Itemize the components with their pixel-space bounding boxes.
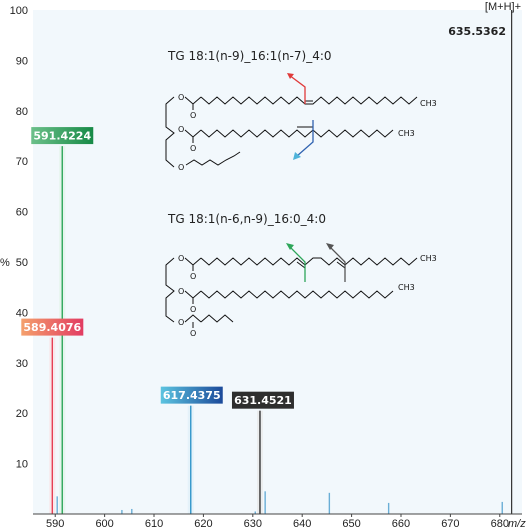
y-tick-label: 100 — [10, 5, 28, 17]
structure-2-ester3 — [184, 314, 202, 323]
structure-2-o3b: O — [190, 329, 196, 338]
structure-2-o2b: O — [190, 305, 196, 314]
structure-1-o3: O — [178, 163, 184, 172]
structure-1-terminal1: CH3 — [420, 99, 437, 108]
structure-2-o1: O — [178, 254, 184, 263]
peak-label-box — [160, 386, 223, 404]
precursor-mz-label: 635.5362 — [448, 25, 506, 38]
structure-2-arrowhead-gray — [326, 243, 334, 250]
y-tick-label: 60 — [16, 207, 28, 219]
peak-label-box — [231, 391, 294, 409]
x-tick-label: 590 — [46, 518, 64, 529]
structure-2-chain2 — [200, 290, 394, 299]
y-tick-label: 20 — [16, 408, 28, 420]
x-axis-label: m/z — [508, 518, 526, 529]
y-tick-label: 40 — [16, 307, 28, 319]
y-tick-label: 90 — [16, 55, 28, 67]
structure-2-o3: O — [178, 318, 184, 327]
structure-2-chain1 — [200, 257, 418, 266]
structure-2-backbone — [165, 257, 175, 323]
peak-label-box — [31, 127, 94, 145]
x-tick-label: 670 — [441, 518, 459, 529]
x-tick-label: 630 — [244, 518, 262, 529]
peak-label: 591.4224 — [33, 130, 91, 143]
structure-1-arrow-blue — [296, 120, 314, 157]
structure-2-terminal2: CH3 — [398, 283, 415, 292]
structure-1-chain2 — [200, 129, 394, 138]
structure-1-o2b: O — [190, 144, 196, 153]
structure-1-title: TG 18:1(n-9)_16:1(n-7)_4:0 — [167, 49, 332, 63]
x-tick-label: 620 — [194, 518, 212, 529]
structure-2-arrow-gray — [328, 245, 346, 282]
x-tick-label: 660 — [392, 518, 410, 529]
structure-1-o1: O — [178, 93, 184, 102]
structure-1-chain3 — [185, 151, 241, 166]
structure-1-terminal2: CH3 — [398, 129, 415, 138]
structure-2-chain3 — [200, 314, 234, 323]
structure-2-double-bond2 — [336, 261, 346, 269]
structure-1-chain1 — [200, 96, 418, 105]
plot-background — [33, 10, 522, 514]
y-tick-label: 70 — [16, 156, 28, 168]
structure-2-double-bond1 — [296, 261, 306, 269]
x-tick-label: 610 — [145, 518, 163, 529]
structure-2-arrowhead-green — [286, 243, 294, 250]
structure-2-terminal1: CH3 — [420, 254, 437, 263]
structure-1-o2: O — [178, 125, 184, 134]
x-tick-label: 650 — [342, 518, 360, 529]
x-tick-label: 600 — [95, 518, 113, 529]
structure-2: TG 18:1(n-6,n-9)_16:0_4:0 O O CH3 O O CH… — [165, 212, 437, 338]
y-tick-label: 10 — [16, 459, 28, 471]
structure-2-o1b: O — [190, 272, 196, 281]
structure-1-o1b: O — [190, 111, 196, 120]
labels-layer: 589.4076 591.4224 617.4375 631.4521 [M+H]+ 63… — [21, 1, 521, 409]
x-tick-label: 640 — [293, 518, 311, 529]
peak-label: 631.4521 — [234, 394, 292, 407]
peak-label: 617.4375 — [163, 389, 221, 402]
peak-label-box — [21, 318, 84, 336]
axes-layer: 590 600 610 620 630 640 650 660 670 680 10 20 30 40 50… — [0, 5, 526, 529]
structure-1: TG 18:1(n-9)_16:1(n-7)_4:0 O O CH3 O O C… — [165, 49, 437, 172]
structure-1-backbone — [165, 96, 175, 168]
precursor-ion-label: [M+H]+ — [485, 1, 521, 13]
peak-label: 589.4076 — [23, 321, 81, 334]
structure-1-arrowhead-cyan — [293, 152, 301, 160]
y-tick-label: 30 — [16, 358, 28, 370]
y-tick-label: 50 — [16, 257, 28, 269]
x-tick-label: 680 — [491, 518, 509, 529]
structure-1-arrowhead-red — [287, 73, 294, 79]
structure-2-o2: O — [178, 287, 184, 296]
structure-1-arrow-red — [288, 74, 306, 104]
y-tick-label: 80 — [16, 106, 28, 118]
structure-2-arrow-green — [288, 245, 306, 282]
y-axis-label: % — [0, 257, 10, 269]
structure-2-title: TG 18:1(n-6,n-9)_16:0_4:0 — [167, 212, 326, 226]
